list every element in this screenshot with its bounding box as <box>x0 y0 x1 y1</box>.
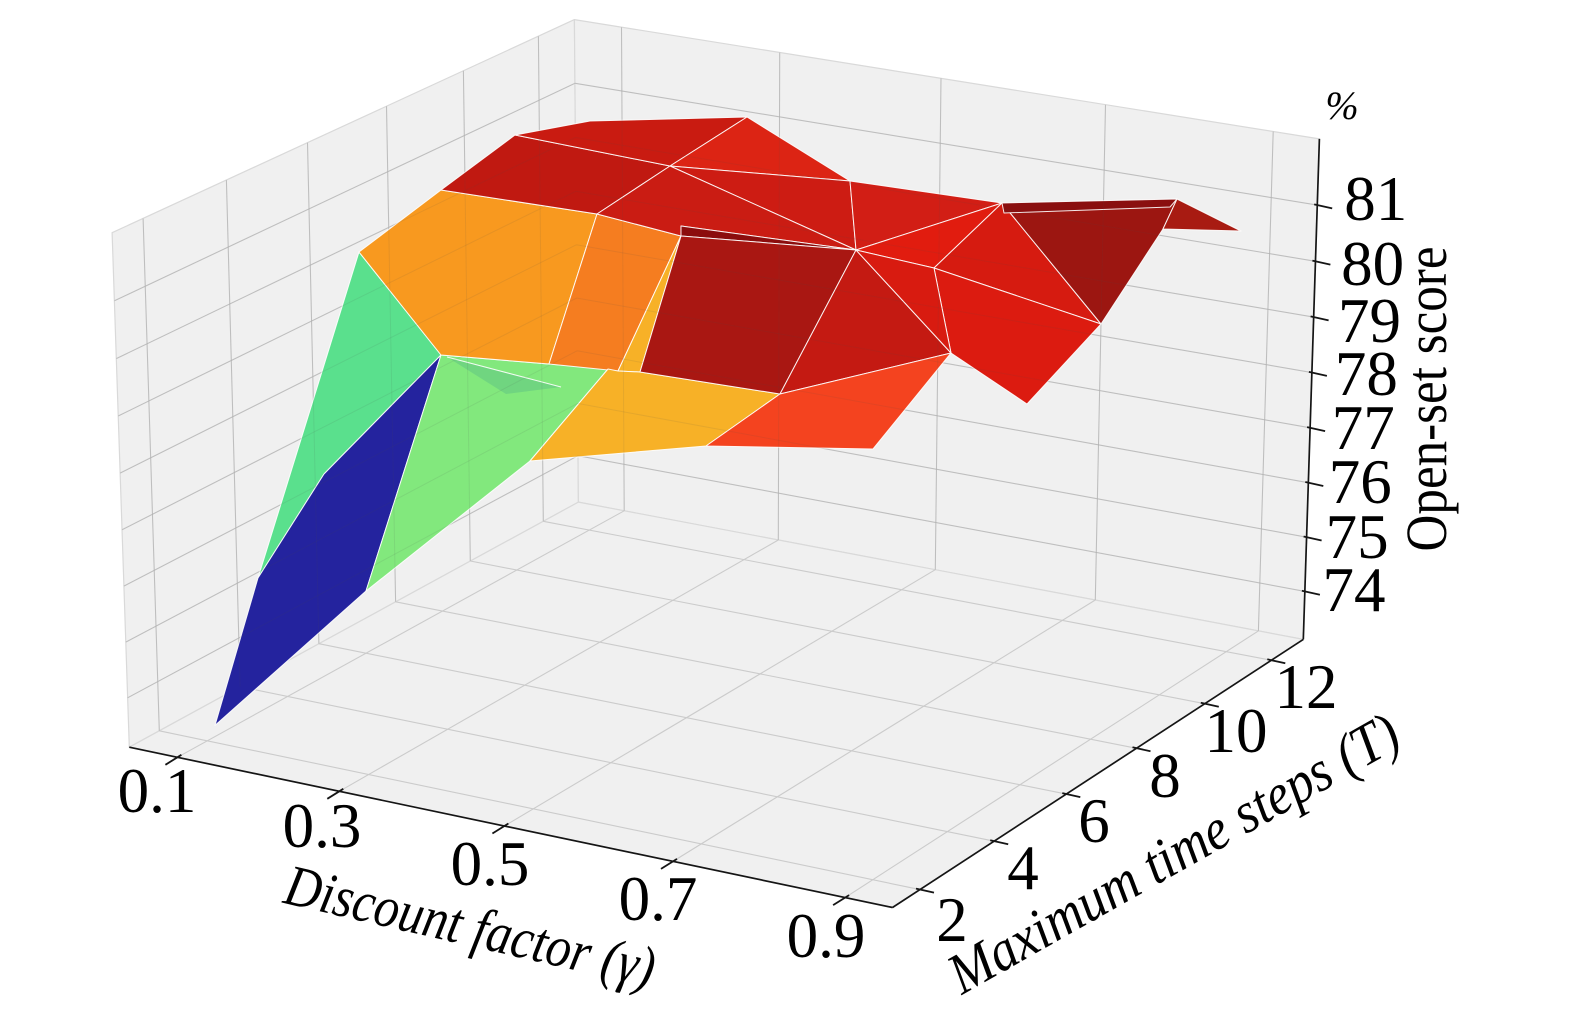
svg-text:0.1: 0.1 <box>118 756 197 826</box>
svg-text:6: 6 <box>1078 786 1110 856</box>
svg-text:0.7: 0.7 <box>619 864 698 934</box>
svg-text:2: 2 <box>936 885 968 955</box>
svg-text:0.3: 0.3 <box>283 791 362 861</box>
svg-text:75: 75 <box>1326 502 1389 572</box>
svg-text:77: 77 <box>1332 393 1395 463</box>
svg-text:80: 80 <box>1341 229 1404 299</box>
svg-text:78: 78 <box>1335 339 1398 409</box>
svg-text:81: 81 <box>1344 164 1407 234</box>
svg-text:%: % <box>1325 83 1358 128</box>
svg-text:76: 76 <box>1329 447 1392 517</box>
svg-text:4: 4 <box>1007 833 1039 903</box>
svg-text:0.5: 0.5 <box>451 829 530 899</box>
svg-text:0.9: 0.9 <box>787 901 866 971</box>
svg-text:79: 79 <box>1338 286 1401 356</box>
svg-text:Open-set score: Open-set score <box>1394 247 1459 552</box>
svg-text:74: 74 <box>1323 555 1386 625</box>
svg-text:12: 12 <box>1275 652 1338 722</box>
svg-text:8: 8 <box>1149 741 1181 811</box>
svg-text:10: 10 <box>1205 696 1268 766</box>
